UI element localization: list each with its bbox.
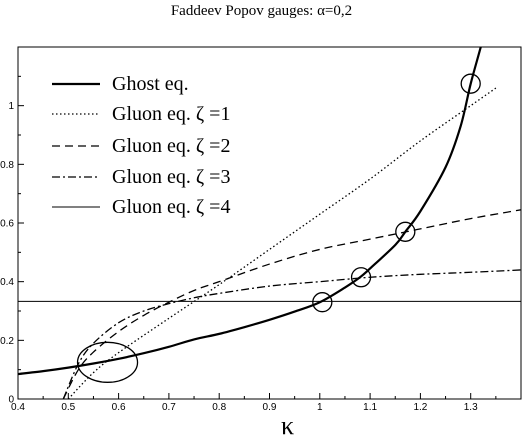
series-line-1 [18, 47, 482, 376]
x-tick-label: 0.9 [263, 402, 277, 413]
series-line-2 [67, 87, 497, 399]
legend-label-4: Gluon eq. ζ =3 [112, 166, 230, 188]
legend-label-3: Gluon eq. ζ =2 [112, 135, 230, 157]
intersection-circle [395, 221, 416, 242]
x-tick-label: 0.4 [11, 402, 25, 413]
x-tick-label: 1 [317, 402, 323, 413]
legend-label-1: Ghost eq. [112, 73, 189, 95]
series-line-3 [62, 209, 521, 399]
x-axis-label: κ [281, 411, 294, 436]
intersection-circle [350, 267, 372, 288]
x-tick-label: 1.1 [363, 402, 377, 413]
x-tick-label: 1.3 [464, 402, 478, 413]
y-tick-label: 0.4 [0, 277, 14, 288]
legend-label-2: Gluon eq. ζ =1 [112, 103, 230, 125]
series-line-4 [62, 269, 521, 399]
intersection-ellipse [76, 341, 139, 383]
x-tick-label: 0.5 [61, 402, 75, 413]
y-tick-label: 1 [8, 101, 14, 112]
x-tick-label: 0.6 [112, 402, 126, 413]
intersection-circle [312, 292, 333, 313]
y-tick-label: 0 [8, 395, 14, 406]
y-tick-label: 0.2 [0, 336, 14, 347]
x-tick-label: 0.8 [212, 402, 226, 413]
x-tick-label: 1.2 [413, 402, 427, 413]
y-tick-label: 0.6 [0, 219, 14, 230]
intersection-circle [460, 73, 481, 94]
chart-title: Faddeev Popov gauges: α=0,2 [170, 3, 353, 19]
y-tick-label: 0.8 [0, 160, 14, 171]
legend-label-5: Gluon eq. ζ =4 [112, 196, 230, 218]
x-tick-label: 0.7 [162, 402, 176, 413]
